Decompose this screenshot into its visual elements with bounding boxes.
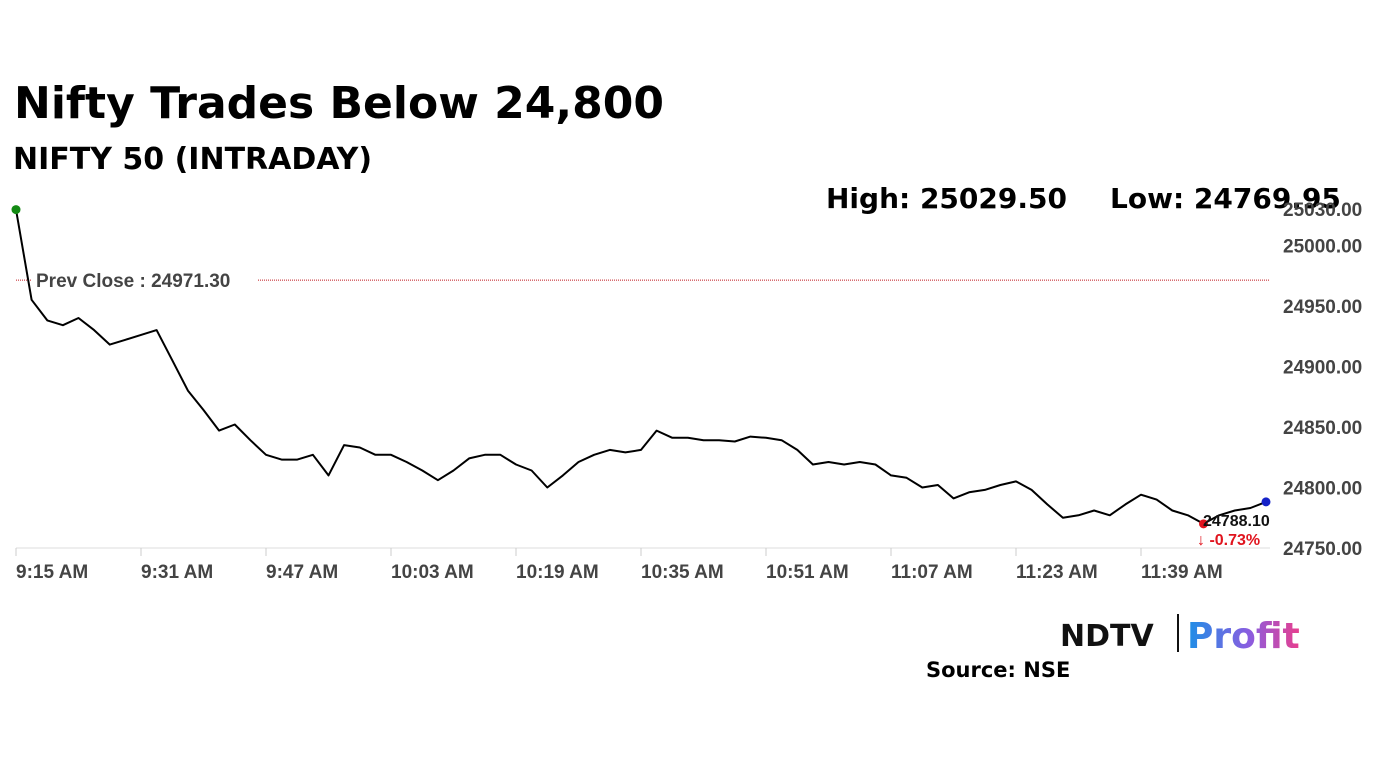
- x-tick-label: 11:23 AM: [1016, 562, 1098, 583]
- chart-title: Nifty Trades Below 24,800: [14, 78, 664, 129]
- prev-close-bg: [32, 268, 258, 293]
- prev-close-label: Prev Close : 24971.30: [36, 271, 230, 292]
- chart-subtitle: NIFTY 50 (INTRADAY): [13, 142, 372, 177]
- x-tick-label: 9:47 AM: [266, 562, 338, 583]
- x-tick-label: 9:31 AM: [141, 562, 213, 583]
- x-tick-label: 11:07 AM: [891, 562, 973, 583]
- change-label: ↓ -0.73%: [1197, 532, 1260, 549]
- x-tick-label: 10:35 AM: [641, 562, 724, 583]
- y-tick-label: 24800.00: [1283, 478, 1362, 499]
- x-tick-label: 11:39 AM: [1141, 562, 1223, 583]
- y-tick-label: 24750.00: [1283, 539, 1362, 560]
- brand-ndtv: NDTV: [1060, 619, 1154, 654]
- source: Source: NSE: [926, 658, 1070, 682]
- y-tick-label: 25030.00: [1283, 200, 1362, 221]
- y-tick-label: 25000.00: [1283, 236, 1362, 257]
- high-marker: [11, 205, 21, 215]
- low-label: Low: 24769.95: [1110, 182, 1341, 215]
- y-tick-label: 24850.00: [1283, 418, 1362, 439]
- last-value-label: 24788.10: [1203, 513, 1270, 530]
- low-marker: [1199, 519, 1208, 529]
- x-tick-label: 10:19 AM: [516, 562, 599, 583]
- price-line: [15, 209, 1267, 525]
- brand-profit: Profit: [1187, 616, 1300, 657]
- x-tick-label: 10:03 AM: [391, 562, 474, 583]
- high-label: High: 25029.50: [826, 182, 1067, 215]
- last-marker: [1261, 497, 1271, 507]
- y-tick-label: 24950.00: [1283, 297, 1362, 318]
- x-tick-label: 10:51 AM: [766, 562, 849, 583]
- x-tick-label: 9:15 AM: [16, 562, 88, 583]
- y-tick-label: 24900.00: [1283, 357, 1362, 378]
